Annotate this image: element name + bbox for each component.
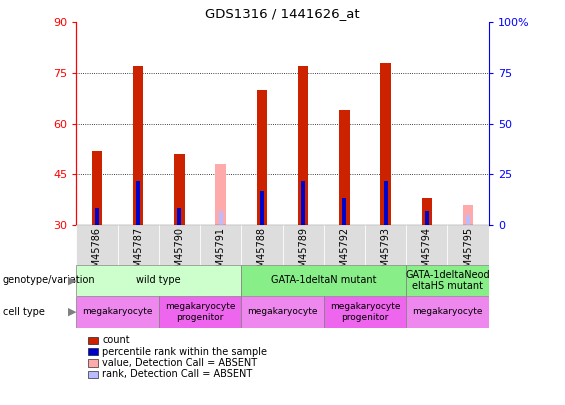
Text: value, Detection Call = ABSENT: value, Detection Call = ABSENT bbox=[102, 358, 258, 368]
Text: megakaryocyte: megakaryocyte bbox=[82, 307, 153, 316]
Bar bbox=[342, 198, 346, 225]
Bar bbox=[421, 198, 432, 225]
Bar bbox=[466, 215, 470, 225]
Text: count: count bbox=[102, 335, 130, 345]
Bar bbox=[174, 154, 185, 225]
Text: GSM45791: GSM45791 bbox=[216, 227, 225, 280]
Bar bbox=[298, 66, 308, 225]
Bar bbox=[380, 63, 391, 225]
Bar bbox=[406, 225, 447, 265]
Bar bbox=[177, 208, 181, 225]
Text: ▶: ▶ bbox=[68, 275, 76, 286]
Bar bbox=[92, 151, 102, 225]
Bar bbox=[76, 296, 159, 328]
Text: wild type: wild type bbox=[137, 275, 181, 286]
Bar bbox=[425, 211, 429, 225]
Bar bbox=[260, 191, 264, 225]
Text: megakaryocyte: megakaryocyte bbox=[247, 307, 318, 316]
Title: GDS1316 / 1441626_at: GDS1316 / 1441626_at bbox=[205, 7, 360, 20]
Bar bbox=[339, 110, 350, 225]
Text: rank, Detection Call = ABSENT: rank, Detection Call = ABSENT bbox=[102, 369, 253, 379]
Bar bbox=[406, 296, 489, 328]
Bar bbox=[76, 225, 118, 265]
Text: GSM45795: GSM45795 bbox=[463, 227, 473, 280]
Text: percentile rank within the sample: percentile rank within the sample bbox=[102, 347, 267, 356]
Bar bbox=[365, 225, 406, 265]
Text: GATA-1deltaNeod
eltaHS mutant: GATA-1deltaNeod eltaHS mutant bbox=[405, 270, 490, 291]
Bar bbox=[241, 296, 324, 328]
Bar bbox=[215, 164, 226, 225]
Bar bbox=[241, 265, 406, 296]
Bar bbox=[282, 225, 324, 265]
Bar bbox=[95, 208, 99, 225]
Text: GSM45793: GSM45793 bbox=[381, 227, 390, 280]
Text: genotype/variation: genotype/variation bbox=[3, 275, 95, 286]
Bar bbox=[257, 90, 267, 225]
Text: GSM45786: GSM45786 bbox=[92, 227, 102, 280]
Bar bbox=[133, 66, 144, 225]
Bar bbox=[301, 181, 305, 225]
Bar bbox=[324, 225, 365, 265]
Text: GSM45789: GSM45789 bbox=[298, 227, 308, 280]
Text: cell type: cell type bbox=[3, 307, 45, 317]
Bar bbox=[200, 225, 241, 265]
Bar bbox=[118, 225, 159, 265]
Bar bbox=[447, 225, 489, 265]
Text: GSM45788: GSM45788 bbox=[257, 227, 267, 280]
Text: GSM45794: GSM45794 bbox=[422, 227, 432, 280]
Bar bbox=[384, 181, 388, 225]
Bar bbox=[136, 181, 140, 225]
Bar bbox=[406, 265, 489, 296]
Bar bbox=[324, 296, 406, 328]
Text: megakaryocyte
progenitor: megakaryocyte progenitor bbox=[330, 302, 400, 322]
Bar bbox=[159, 225, 200, 265]
Bar bbox=[241, 225, 282, 265]
Text: GSM45792: GSM45792 bbox=[340, 227, 349, 280]
Bar bbox=[219, 211, 223, 225]
Text: ▶: ▶ bbox=[68, 307, 76, 317]
Bar bbox=[76, 265, 241, 296]
Text: GSM45790: GSM45790 bbox=[175, 227, 184, 280]
Text: megakaryocyte
progenitor: megakaryocyte progenitor bbox=[165, 302, 235, 322]
Bar bbox=[159, 296, 241, 328]
Text: GSM45787: GSM45787 bbox=[133, 227, 143, 280]
Bar bbox=[463, 205, 473, 225]
Text: GATA-1deltaN mutant: GATA-1deltaN mutant bbox=[271, 275, 376, 286]
Text: megakaryocyte: megakaryocyte bbox=[412, 307, 483, 316]
